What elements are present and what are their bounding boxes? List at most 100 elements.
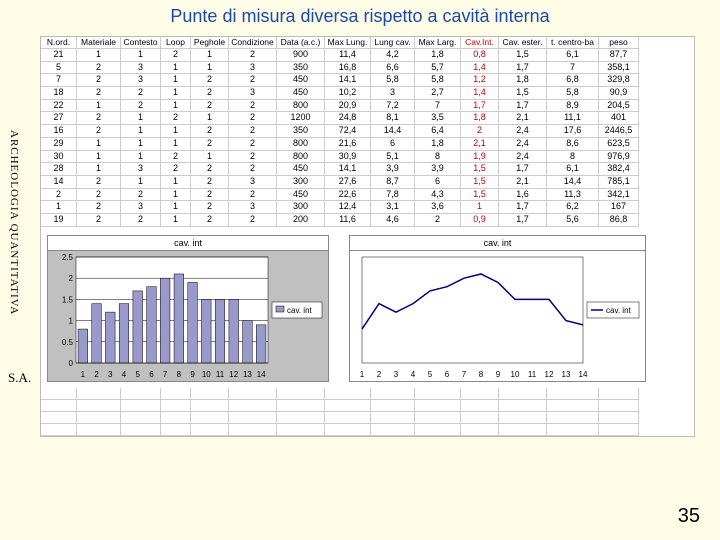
cell: 785,1: [599, 176, 639, 189]
cell: 1: [41, 201, 77, 214]
cell: 1: [161, 138, 191, 151]
cell: 20,9: [325, 100, 371, 113]
cell: 450: [277, 74, 325, 87]
cell: 1200: [277, 112, 325, 125]
cell: 1,2: [461, 74, 499, 87]
cell: 0,8: [461, 49, 499, 62]
svg-text:6: 6: [149, 370, 154, 379]
cell: 5: [41, 62, 77, 75]
cell: 1,7: [499, 62, 547, 75]
cell: 2: [121, 87, 161, 100]
cell: 1: [161, 125, 191, 138]
spreadsheet: N.ord.MaterialeContestoLoopPegholeCondiz…: [40, 36, 695, 437]
cell: 30: [41, 151, 77, 164]
cell: 1: [77, 163, 121, 176]
cell: 2446,5: [599, 125, 639, 138]
cell: 401: [599, 112, 639, 125]
cell: 8: [415, 151, 461, 164]
cell: 342,1: [599, 189, 639, 202]
cell: 2: [77, 74, 121, 87]
cell: 1,8: [499, 74, 547, 87]
cell: 24,8: [325, 112, 371, 125]
svg-text:1: 1: [81, 370, 86, 379]
cell: 3,1: [371, 201, 415, 214]
cell: 2: [229, 49, 277, 62]
svg-text:3: 3: [394, 370, 399, 379]
cell: 8: [547, 151, 599, 164]
cell: 8,9: [547, 100, 599, 113]
cell: 2: [229, 151, 277, 164]
cell: 2: [161, 49, 191, 62]
cell: 4,2: [371, 49, 415, 62]
sidebar-label: ARCHEOLOGIA QUANTITATIVA: [8, 130, 20, 315]
cell: 14,1: [325, 74, 371, 87]
cell: 16: [41, 125, 77, 138]
svg-text:12: 12: [229, 370, 238, 379]
cell: 87,7: [599, 49, 639, 62]
cell: 3,6: [415, 201, 461, 214]
cell: 4,3: [415, 189, 461, 202]
cell: 350: [277, 62, 325, 75]
line-chart-title: cav. int: [350, 236, 645, 251]
cell: 1,5: [461, 176, 499, 189]
col-header: Lung cav.: [371, 37, 415, 49]
svg-text:0.5: 0.5: [62, 337, 74, 346]
svg-text:2: 2: [377, 370, 382, 379]
cell: 11,6: [325, 214, 371, 227]
cell: 1: [161, 201, 191, 214]
cell: 800: [277, 138, 325, 151]
cell: 350: [277, 125, 325, 138]
cell: 2: [191, 214, 229, 227]
cell: 2: [191, 87, 229, 100]
svg-text:13: 13: [562, 370, 571, 379]
cell: 21,6: [325, 138, 371, 151]
page-title: Punte di misura diversa rispetto a cavit…: [0, 0, 720, 31]
cell: 86,8: [599, 214, 639, 227]
cell: 2: [191, 201, 229, 214]
svg-text:7: 7: [462, 370, 467, 379]
cell: 1: [121, 125, 161, 138]
cell: 1: [191, 49, 229, 62]
cell: 1,4: [461, 62, 499, 75]
cell: 3,9: [415, 163, 461, 176]
cell: 5,1: [371, 151, 415, 164]
cell: 2: [77, 176, 121, 189]
cell: 2: [229, 214, 277, 227]
cell: 5,8: [547, 87, 599, 100]
cell: 22,6: [325, 189, 371, 202]
cell: 2: [461, 125, 499, 138]
cell: 2: [229, 138, 277, 151]
cell: 1: [161, 189, 191, 202]
svg-text:13: 13: [243, 370, 252, 379]
cell: 22: [41, 100, 77, 113]
table-row: 142112330027,68,761,52,114,4785,1: [41, 176, 694, 189]
cell: 200: [277, 214, 325, 227]
cell: 1: [77, 151, 121, 164]
cell: 7: [415, 100, 461, 113]
cell: 6,4: [415, 125, 461, 138]
cell: 2: [229, 100, 277, 113]
svg-text:14: 14: [579, 370, 588, 379]
table-row: 52311335016,86,65,71,41,77358,1: [41, 62, 694, 75]
col-header: Cav.Int.: [461, 37, 499, 49]
cell: 2: [229, 163, 277, 176]
cell: 1,7: [499, 214, 547, 227]
sa-label: S.A.: [8, 370, 31, 386]
svg-text:5: 5: [428, 370, 433, 379]
cell: 3: [121, 201, 161, 214]
svg-text:10: 10: [511, 370, 520, 379]
cell: 2: [191, 163, 229, 176]
cell: 1: [161, 62, 191, 75]
cell: 14,1: [325, 163, 371, 176]
cell: 2: [121, 189, 161, 202]
cell: 17,6: [547, 125, 599, 138]
cell: 1: [191, 151, 229, 164]
cell: 6: [371, 138, 415, 151]
line-chart: cav. int 1234567891011121314cav. int: [349, 235, 646, 382]
svg-text:1: 1: [69, 316, 74, 325]
table-row: 221212280020,97,271,71,78,9204,5: [41, 100, 694, 113]
cell: 7: [41, 74, 77, 87]
cell: 300: [277, 176, 325, 189]
cell: 90,9: [599, 87, 639, 100]
svg-text:6: 6: [445, 370, 450, 379]
